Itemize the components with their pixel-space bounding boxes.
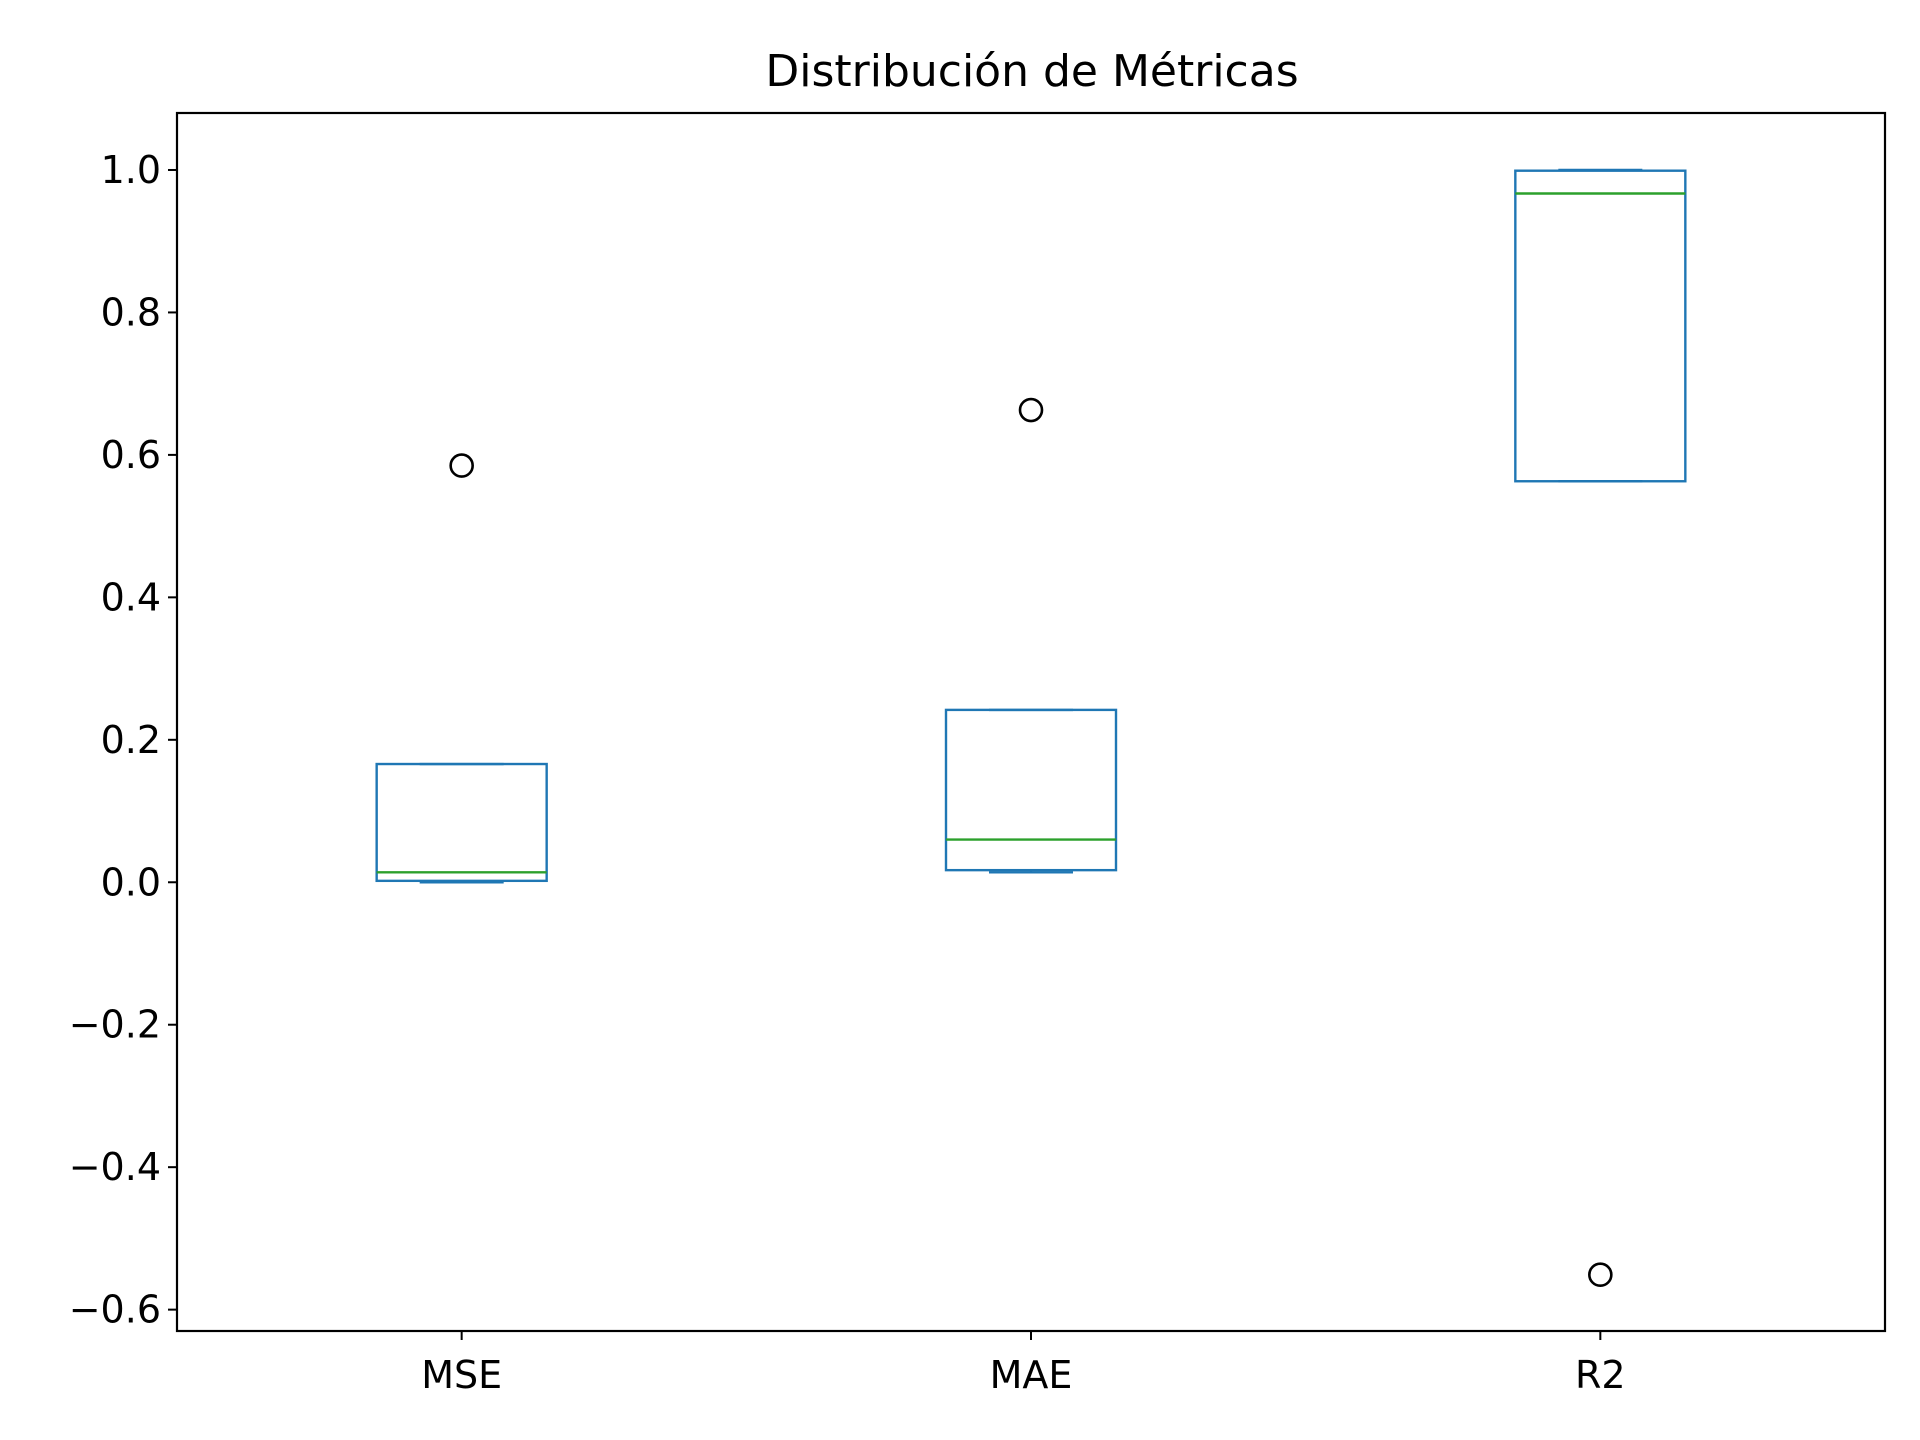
x-tick-label: MSE [421,1353,502,1397]
y-tick-label: 0.8 [101,290,161,334]
y-tick-label: −0.6 [69,1288,161,1332]
plot-area: −0.6 −0.4 −0.2 0.0 0.2 0.4 0.6 0.8 1.0 MSE MAE R2 [69,148,1687,1397]
outlier-point [1588,1262,1613,1288]
outlier-point [449,453,474,478]
y-tick-label: −0.4 [69,1145,161,1189]
chart-title: Distribución de Métricas [765,46,1298,97]
box-r2 [1514,169,1687,483]
y-tick-label: 0.2 [101,718,161,762]
x-tick-label: R2 [1575,1353,1626,1397]
axes-frame [175,111,1887,1333]
y-tick-label: 0.6 [101,433,161,477]
y-tick-label: 0.0 [101,860,161,904]
y-tick-label: −0.2 [69,1003,161,1047]
outlier-point [1018,397,1044,423]
box-mae [944,708,1118,872]
x-tick-label: MAE [990,1353,1073,1397]
y-tick-label: 0.4 [101,575,161,619]
y-tick-label: 1.0 [101,148,161,192]
box-mse [375,762,548,883]
